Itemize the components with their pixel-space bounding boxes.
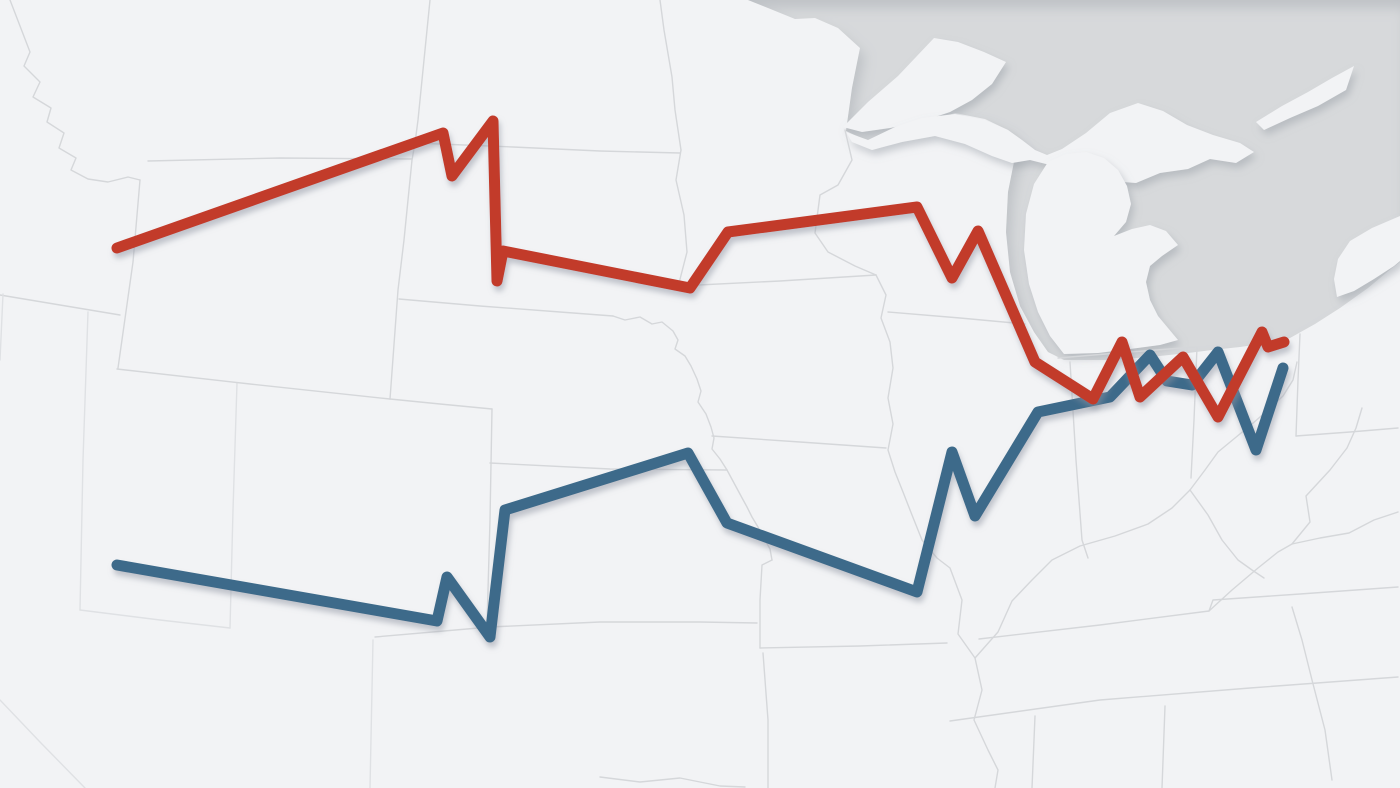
- landmass-ontario-peninsula: [1334, 216, 1400, 297]
- border-104w-vertical: [389, 0, 431, 400]
- border-utah-arizona: [79, 609, 231, 629]
- border-minnesota-wisconsin: [814, 129, 877, 276]
- border-kansas-missouri: [759, 559, 773, 649]
- red-route: [111, 115, 1290, 423]
- border-tennessee-south: [949, 676, 1399, 722]
- border-mississippi-river: [875, 274, 999, 788]
- border-northdakota-southdakota: [414, 142, 681, 154]
- border-alabama-georgia: [1161, 705, 1166, 788]
- border-nebraska-kansas-40n: [489, 462, 728, 471]
- border-bottom-left-corner-line: [0, 699, 86, 788]
- border-kentucky-westvirginia: [1189, 489, 1265, 579]
- border-minnesota-iowa: [677, 274, 877, 287]
- landmass-michigan-mitt: [1024, 152, 1178, 354]
- border-red-river-oklahoma-texas: [599, 776, 746, 788]
- border-ohio-pennsylvania: [1295, 333, 1301, 437]
- landmass-upper-peninsula: [846, 103, 1254, 183]
- landmass-manitoulin-strip: [1256, 66, 1354, 130]
- border-kansas-oklahoma-37n: [374, 621, 758, 638]
- border-idaho-south-42n: [0, 294, 121, 316]
- border-northdakota-minnesota: [659, 0, 682, 151]
- border-kentucky-tennessee: [978, 586, 1399, 640]
- border-left-edge-line: [0, 293, 4, 361]
- border-nevada-utah: [79, 311, 89, 611]
- border-mississippi-alabama: [1031, 715, 1036, 788]
- border-wisconsin-illinois: [887, 311, 1026, 325]
- border-iowa-missouri: [711, 435, 887, 449]
- border-montana-idaho-jagged: [9, 0, 141, 183]
- border-oklahoma-arkansas: [762, 652, 769, 788]
- border-missouri-arkansas: [759, 642, 948, 649]
- route-lines: [111, 115, 1290, 643]
- border-kentucky-virginia-westvirginia: [1208, 407, 1363, 612]
- border-wyoming-west: [117, 179, 141, 369]
- border-wyoming-south-41n: [116, 368, 391, 400]
- border-illinois-indiana: [1069, 361, 1089, 559]
- border-missouri-river: [612, 315, 773, 561]
- land-cutouts: [843, 38, 1400, 354]
- landmass-minnesota-arrowhead: [843, 38, 1006, 132]
- border-westvirginia-virginia: [1291, 511, 1399, 545]
- border-newmexico-texas: [369, 639, 374, 788]
- border-mason-dixon: [1295, 427, 1399, 437]
- border-southdakota-nebraska-43n: [398, 298, 614, 317]
- border-tennessee-northcarolina: [1291, 606, 1333, 781]
- border-southdakota-minnesota: [675, 149, 688, 288]
- border-colorado-kansas-102w: [486, 408, 493, 626]
- border-colorado-nebraska-41n: [389, 398, 493, 410]
